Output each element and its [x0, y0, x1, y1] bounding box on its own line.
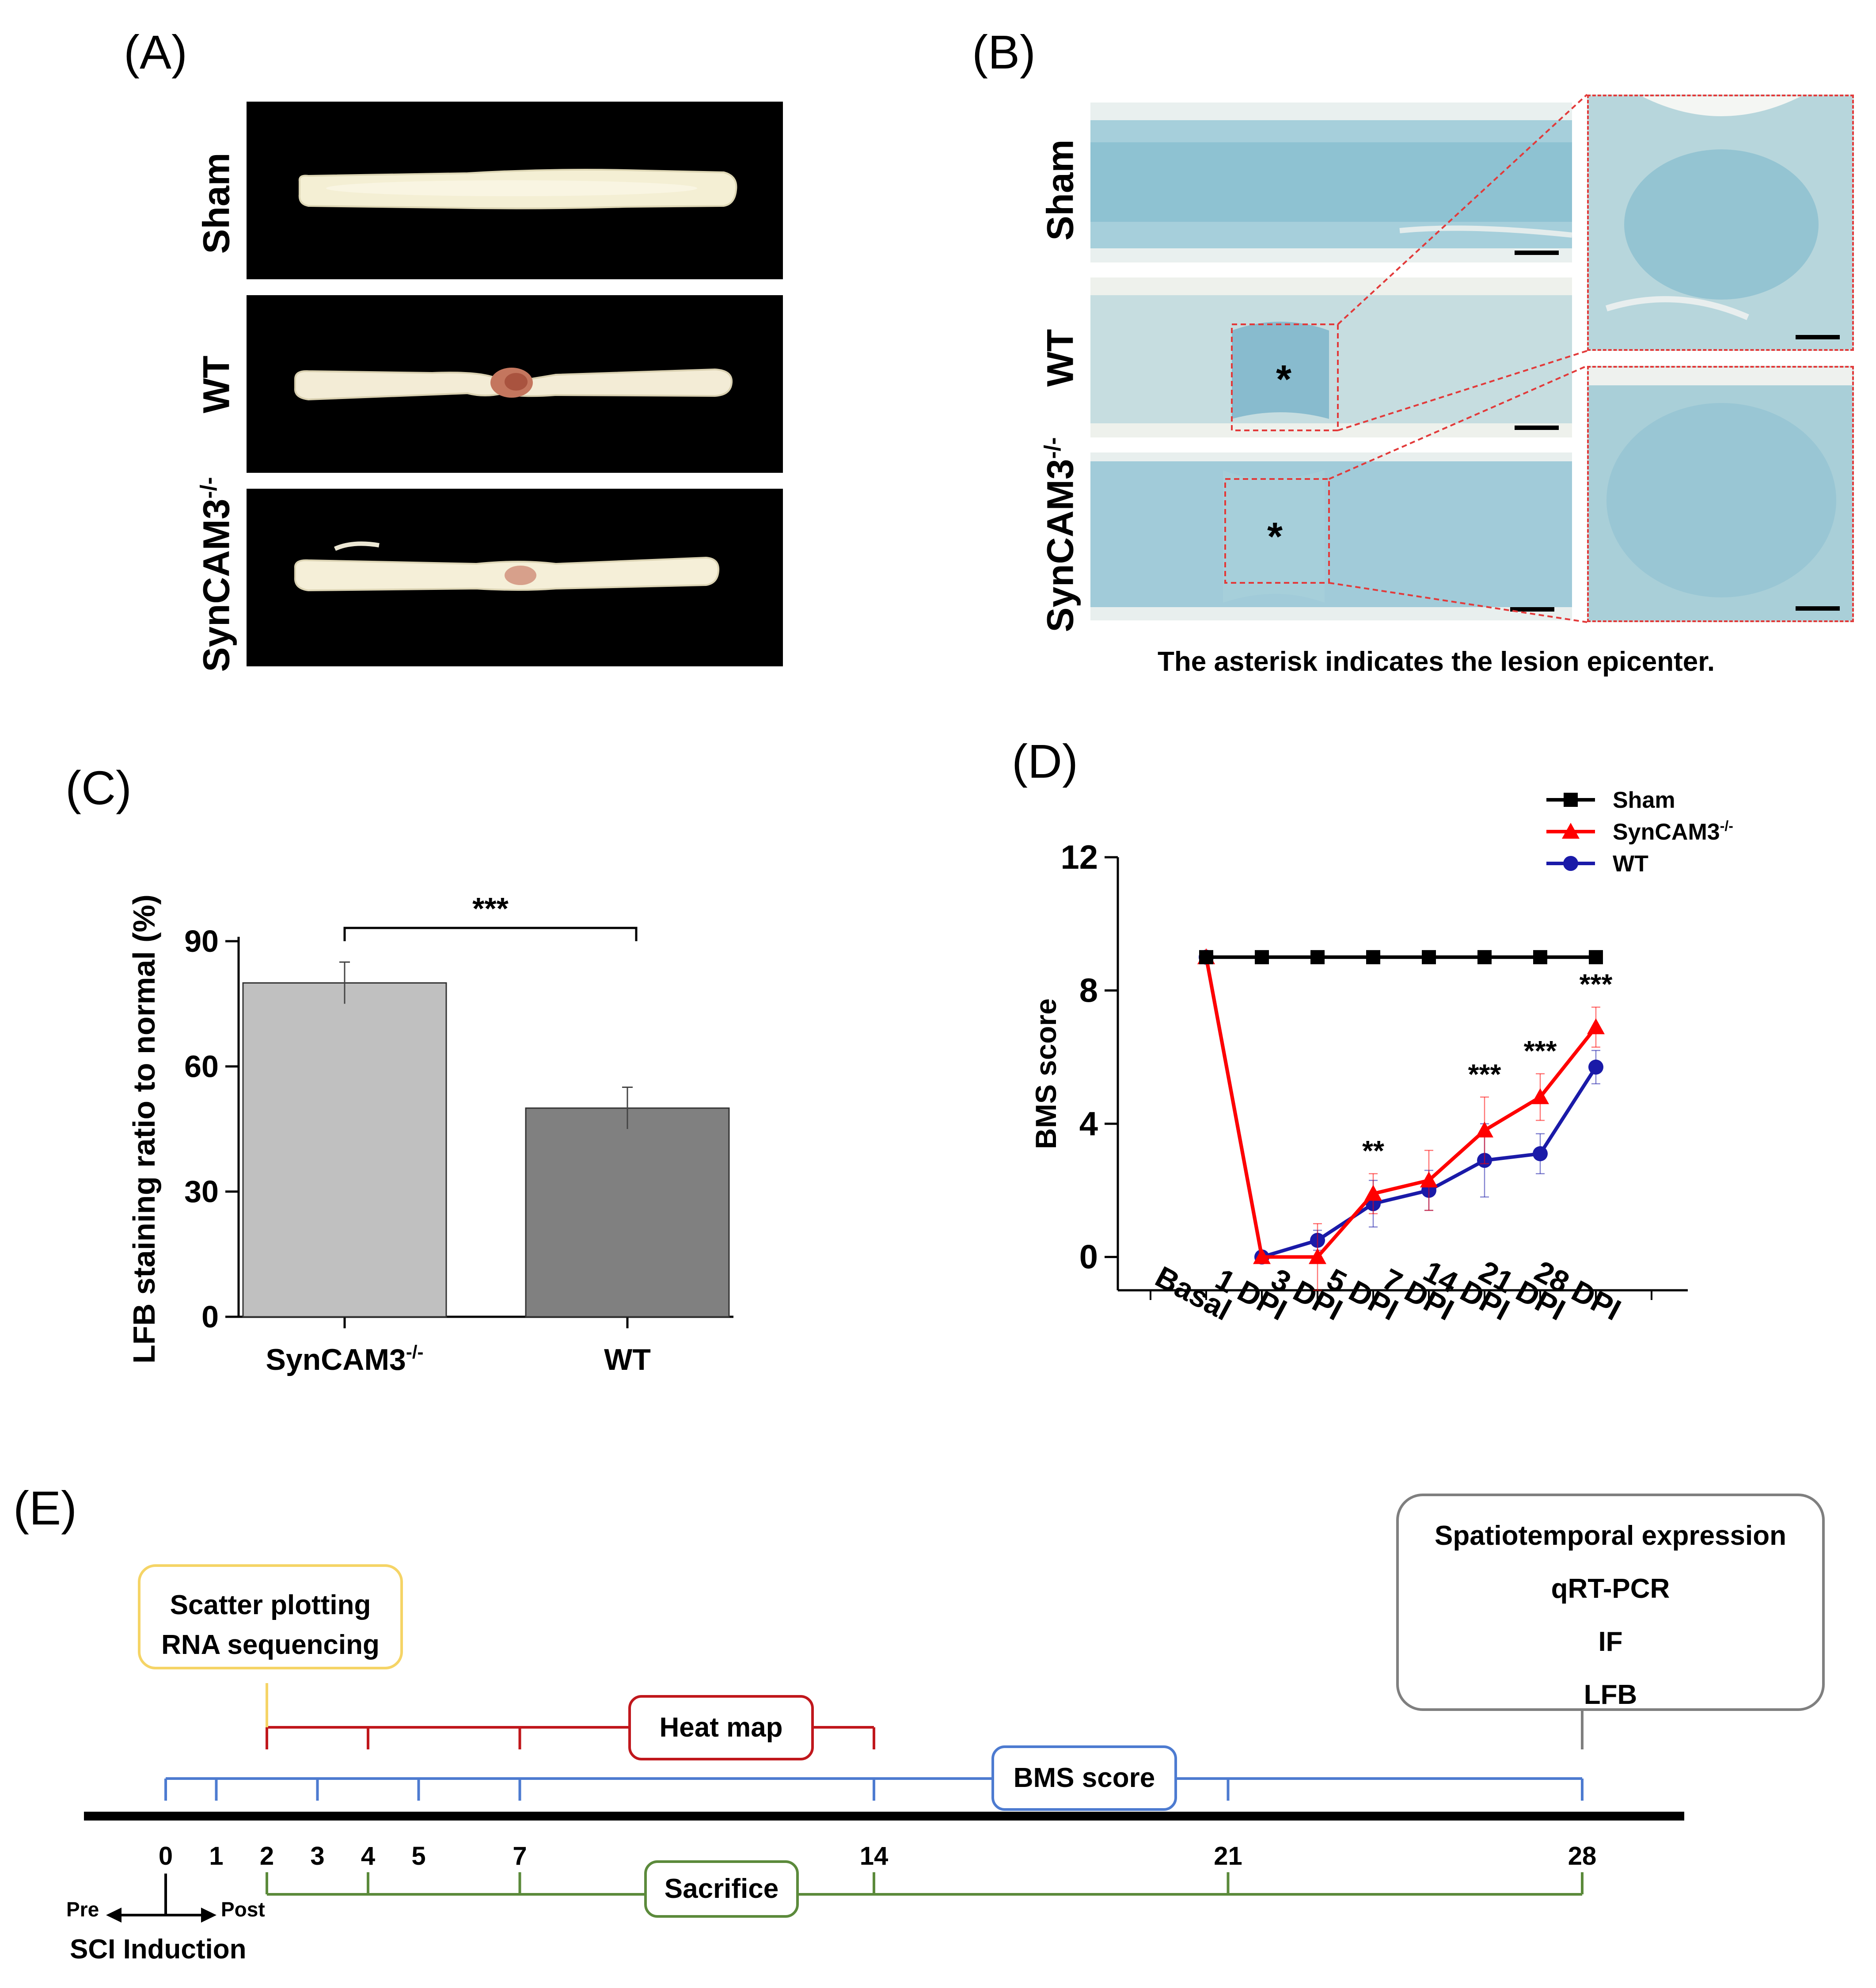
- timeline-day-label: 0: [159, 1842, 173, 1870]
- significance-label: ***: [1580, 968, 1613, 1000]
- y-tick-label: 60: [184, 1049, 219, 1083]
- data-point: [1366, 950, 1380, 965]
- data-point: [1587, 1018, 1605, 1034]
- data-point: [1477, 950, 1492, 965]
- significance-label: **: [1362, 1135, 1384, 1167]
- series-line: [1204, 957, 1598, 1259]
- data-point: [1588, 1059, 1603, 1075]
- legend-marker: [1562, 823, 1580, 839]
- lfb-label: LFB: [1584, 1680, 1637, 1710]
- analysis-methods-box: Spatiotemporal expression qRT-PCR IF LFB: [1396, 1494, 1825, 1711]
- syncam3-zoom-inset: [1587, 366, 1854, 622]
- rna-sequencing-label: RNA sequencing: [161, 1630, 380, 1660]
- x-tick-label: WT: [604, 1343, 651, 1376]
- panel-c-letter: (C): [65, 761, 132, 814]
- bms-score-box: BMS score: [991, 1745, 1177, 1811]
- bar-SynCAM3-/-: [242, 982, 447, 1318]
- sham-lfb-section: [1090, 103, 1572, 262]
- data-point: [1310, 950, 1325, 965]
- y-tick-label: 4: [1079, 1105, 1098, 1143]
- sci-induction-label: SCI Induction: [70, 1934, 247, 1965]
- data-point: [1533, 1146, 1548, 1161]
- qrt-pcr-label: qRT-PCR: [1551, 1574, 1670, 1604]
- panel-b-caption: The asterisk indicates the lesion epicen…: [1158, 646, 1715, 677]
- data-point: [1199, 950, 1213, 965]
- syncam3-lesion-asterisk: *: [1267, 515, 1283, 559]
- timeline-day-label: 4: [361, 1842, 375, 1870]
- timeline-day-label: 1: [209, 1842, 223, 1870]
- data-point: [1253, 1248, 1271, 1264]
- data-point: [1589, 950, 1603, 965]
- data-point: [1531, 1088, 1549, 1104]
- legend-marker: [1564, 793, 1578, 807]
- y-tick-label: 0: [201, 1300, 219, 1334]
- significance-label: ***: [1468, 1058, 1501, 1090]
- timeline-day-label: 7: [513, 1842, 527, 1870]
- data-point: [1255, 950, 1269, 965]
- series-syncam3: [1197, 948, 1605, 1291]
- scatter-plotting-label: Scatter plotting: [170, 1590, 371, 1620]
- panel-d-letter: (D): [1012, 734, 1078, 788]
- legend-label: Sham: [1613, 787, 1675, 813]
- sacrifice-box: Sacrifice: [644, 1860, 799, 1918]
- pre-arrowhead: [106, 1908, 122, 1923]
- timeline-day-label: 14: [860, 1842, 889, 1870]
- y-axis-label: LFB staining ratio to normal (%): [127, 894, 161, 1364]
- panel-c-bar-chart: 0 30 60 90 SynCAM3-/- WT *** LFB staining ratio…: [127, 891, 733, 1376]
- if-label: IF: [1598, 1627, 1623, 1657]
- legend-label: WT: [1613, 851, 1648, 877]
- wt-lesion-asterisk: *: [1276, 357, 1292, 402]
- data-point: [1364, 1185, 1382, 1201]
- experimental-timeline: 0 1 2 3 4 5 7 14 21 28: [84, 1683, 1684, 1923]
- legend: Sham SynCAM3-/- WT: [1546, 787, 1733, 877]
- timeline-day-label: 5: [411, 1842, 425, 1870]
- wt-zoom-inset: [1587, 95, 1854, 351]
- zoom-connector-lines: [1329, 94, 1588, 623]
- panel-b-letter: (B): [972, 25, 1036, 79]
- timeline-day-label: 2: [260, 1842, 274, 1870]
- data-point: [1422, 950, 1436, 965]
- panel-a-letter: (A): [124, 25, 187, 79]
- significance-label: ***: [472, 891, 509, 926]
- y-axis-label: BMS score: [1029, 998, 1062, 1149]
- sham-spinal-cord-photo: [247, 102, 783, 279]
- y-tick-label: 30: [184, 1175, 219, 1209]
- y-tick-label: 0: [1079, 1239, 1098, 1276]
- series-sham: [1199, 950, 1603, 965]
- significance-label: ***: [1524, 1035, 1557, 1067]
- timeline-day-label: 28: [1568, 1842, 1597, 1870]
- x-tick-label: SynCAM3-/-: [266, 1342, 423, 1376]
- pre-label: Pre: [66, 1898, 99, 1921]
- data-point: [1309, 1248, 1326, 1264]
- y-tick-label: 90: [184, 924, 219, 958]
- panel-e-letter: (E): [13, 1481, 77, 1535]
- data-point: [1476, 1121, 1493, 1138]
- series-wt: [1199, 950, 1603, 1265]
- data-point: [1420, 1171, 1438, 1188]
- syncam3-spinal-cord-photo: [247, 489, 783, 666]
- spatiotemporal-expression-label: Spatiotemporal expression: [1435, 1520, 1786, 1551]
- y-tick-label: 8: [1079, 972, 1098, 1010]
- post-arrowhead: [201, 1908, 216, 1923]
- heat-map-box: Heat map: [628, 1695, 814, 1760]
- bar-WT: [525, 1107, 730, 1318]
- scatter-rna-box: Scatter plotting RNA sequencing: [138, 1564, 403, 1669]
- series-line: [1204, 957, 1598, 1259]
- y-tick-label: 12: [1060, 839, 1098, 876]
- wt-lfb-section: *: [1090, 277, 1572, 437]
- timeline-day-label: 21: [1214, 1842, 1242, 1870]
- post-label: Post: [221, 1898, 265, 1921]
- wt-spinal-cord-photo: [247, 295, 783, 473]
- significance-bracket: [343, 927, 638, 941]
- timeline-day-label: 3: [310, 1842, 324, 1870]
- data-point: [1533, 950, 1547, 965]
- legend-marker: [1563, 856, 1578, 871]
- legend-label: SynCAM3-/-: [1613, 818, 1733, 845]
